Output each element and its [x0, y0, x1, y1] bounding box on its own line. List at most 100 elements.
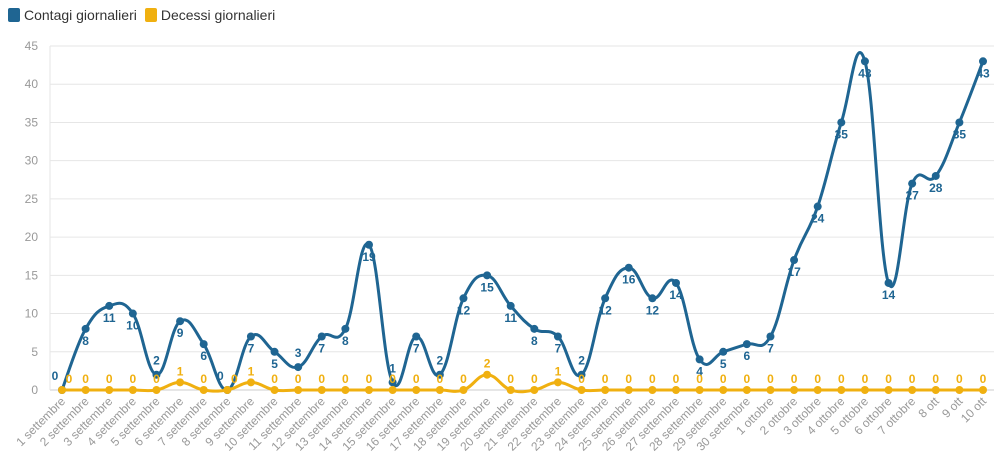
data-label: 43: [858, 66, 872, 80]
data-point: [813, 202, 822, 211]
data-label: 0: [744, 372, 751, 386]
legend-label-decessi: Decessi giornalieri: [160, 7, 276, 23]
data-point: [908, 179, 917, 188]
data-label: 6: [200, 349, 207, 363]
data-label: 0: [980, 372, 987, 386]
data-point: [128, 386, 137, 394]
data-point: [837, 118, 846, 127]
data-label: 7: [318, 341, 325, 355]
data-point: [412, 332, 421, 341]
data-point: [388, 386, 397, 394]
data-point: [813, 386, 822, 394]
data-label: 0: [106, 372, 113, 386]
data-label: 19: [362, 250, 376, 264]
data-label: 0: [862, 372, 869, 386]
data-point: [365, 240, 373, 249]
data-label: 5: [271, 357, 278, 371]
y-tick-label: 15: [25, 268, 39, 282]
data-point: [506, 301, 515, 310]
data-label: 7: [555, 341, 562, 355]
data-label: 0: [602, 372, 609, 386]
data-point: [176, 317, 185, 326]
legend-swatch-decessi: [144, 8, 157, 22]
legend-item-contagi[interactable]: Contagi giornalieri: [8, 7, 137, 23]
data-point: [577, 370, 586, 379]
data-label: 10: [126, 319, 140, 333]
data-point: [624, 386, 633, 394]
data-label: 0: [956, 372, 963, 386]
data-point: [931, 171, 940, 180]
data-point: [790, 256, 799, 265]
data-point: [246, 378, 255, 387]
data-point: [648, 386, 657, 394]
data-point: [317, 332, 326, 341]
data-point: [884, 386, 893, 394]
data-label: 0: [531, 372, 538, 386]
data-label: 8: [82, 334, 89, 348]
data-point: [672, 386, 680, 394]
series-line-decessi: [62, 373, 983, 394]
data-label: 0: [838, 372, 845, 386]
data-label: 0: [389, 372, 396, 386]
data-point: [577, 386, 586, 394]
data-point: [884, 278, 893, 287]
data-label: 2: [153, 354, 160, 368]
data-point: [860, 57, 869, 66]
data-point: [719, 347, 728, 356]
y-tick-label: 5: [31, 345, 38, 359]
data-label: 0: [625, 372, 632, 386]
data-label: 0: [318, 372, 325, 386]
data-label: 0: [52, 369, 59, 383]
data-point: [246, 332, 255, 341]
data-point: [483, 370, 492, 379]
data-label: 24: [811, 212, 825, 226]
data-label: 0: [130, 372, 137, 386]
data-label: 4: [696, 364, 703, 378]
data-point: [766, 386, 775, 394]
legend-item-decessi[interactable]: Decessi giornalieri: [144, 7, 276, 23]
data-label: 0: [342, 372, 349, 386]
data-label: 2: [578, 354, 585, 368]
data-point: [176, 378, 185, 387]
data-point: [435, 386, 444, 394]
y-tick-label: 25: [25, 192, 39, 206]
data-point: [199, 340, 208, 349]
data-point: [979, 57, 987, 66]
data-label: 43: [976, 66, 990, 80]
data-label: 0: [767, 372, 774, 386]
data-point: [459, 386, 468, 394]
data-label: 0: [217, 369, 224, 383]
data-point: [128, 309, 137, 318]
data-point: [931, 386, 940, 394]
data-point: [294, 363, 303, 372]
x-tick-label: 10 ott: [958, 394, 990, 426]
data-point: [81, 386, 90, 394]
data-label: 0: [673, 372, 680, 386]
data-label: 0: [696, 372, 703, 386]
y-tick-label: 30: [25, 154, 39, 168]
data-point: [742, 386, 751, 394]
data-point: [553, 378, 562, 387]
data-label: 0: [413, 372, 420, 386]
data-label: 14: [669, 288, 683, 302]
data-point: [837, 386, 846, 394]
data-point: [601, 386, 610, 394]
data-point: [530, 324, 539, 333]
y-tick-label: 40: [25, 77, 39, 91]
data-label: 27: [905, 189, 919, 203]
legend-swatch-contagi: [8, 8, 20, 22]
data-label: 0: [460, 372, 467, 386]
data-point: [58, 386, 66, 394]
data-point: [459, 294, 468, 303]
data-label: 12: [646, 303, 660, 317]
data-label: 0: [366, 372, 373, 386]
data-point: [695, 386, 704, 394]
data-point: [152, 370, 161, 379]
data-point: [860, 386, 869, 394]
data-label: 0: [909, 372, 916, 386]
data-point: [81, 324, 90, 333]
data-point: [152, 386, 161, 394]
data-point: [294, 386, 303, 394]
data-point: [766, 332, 775, 341]
